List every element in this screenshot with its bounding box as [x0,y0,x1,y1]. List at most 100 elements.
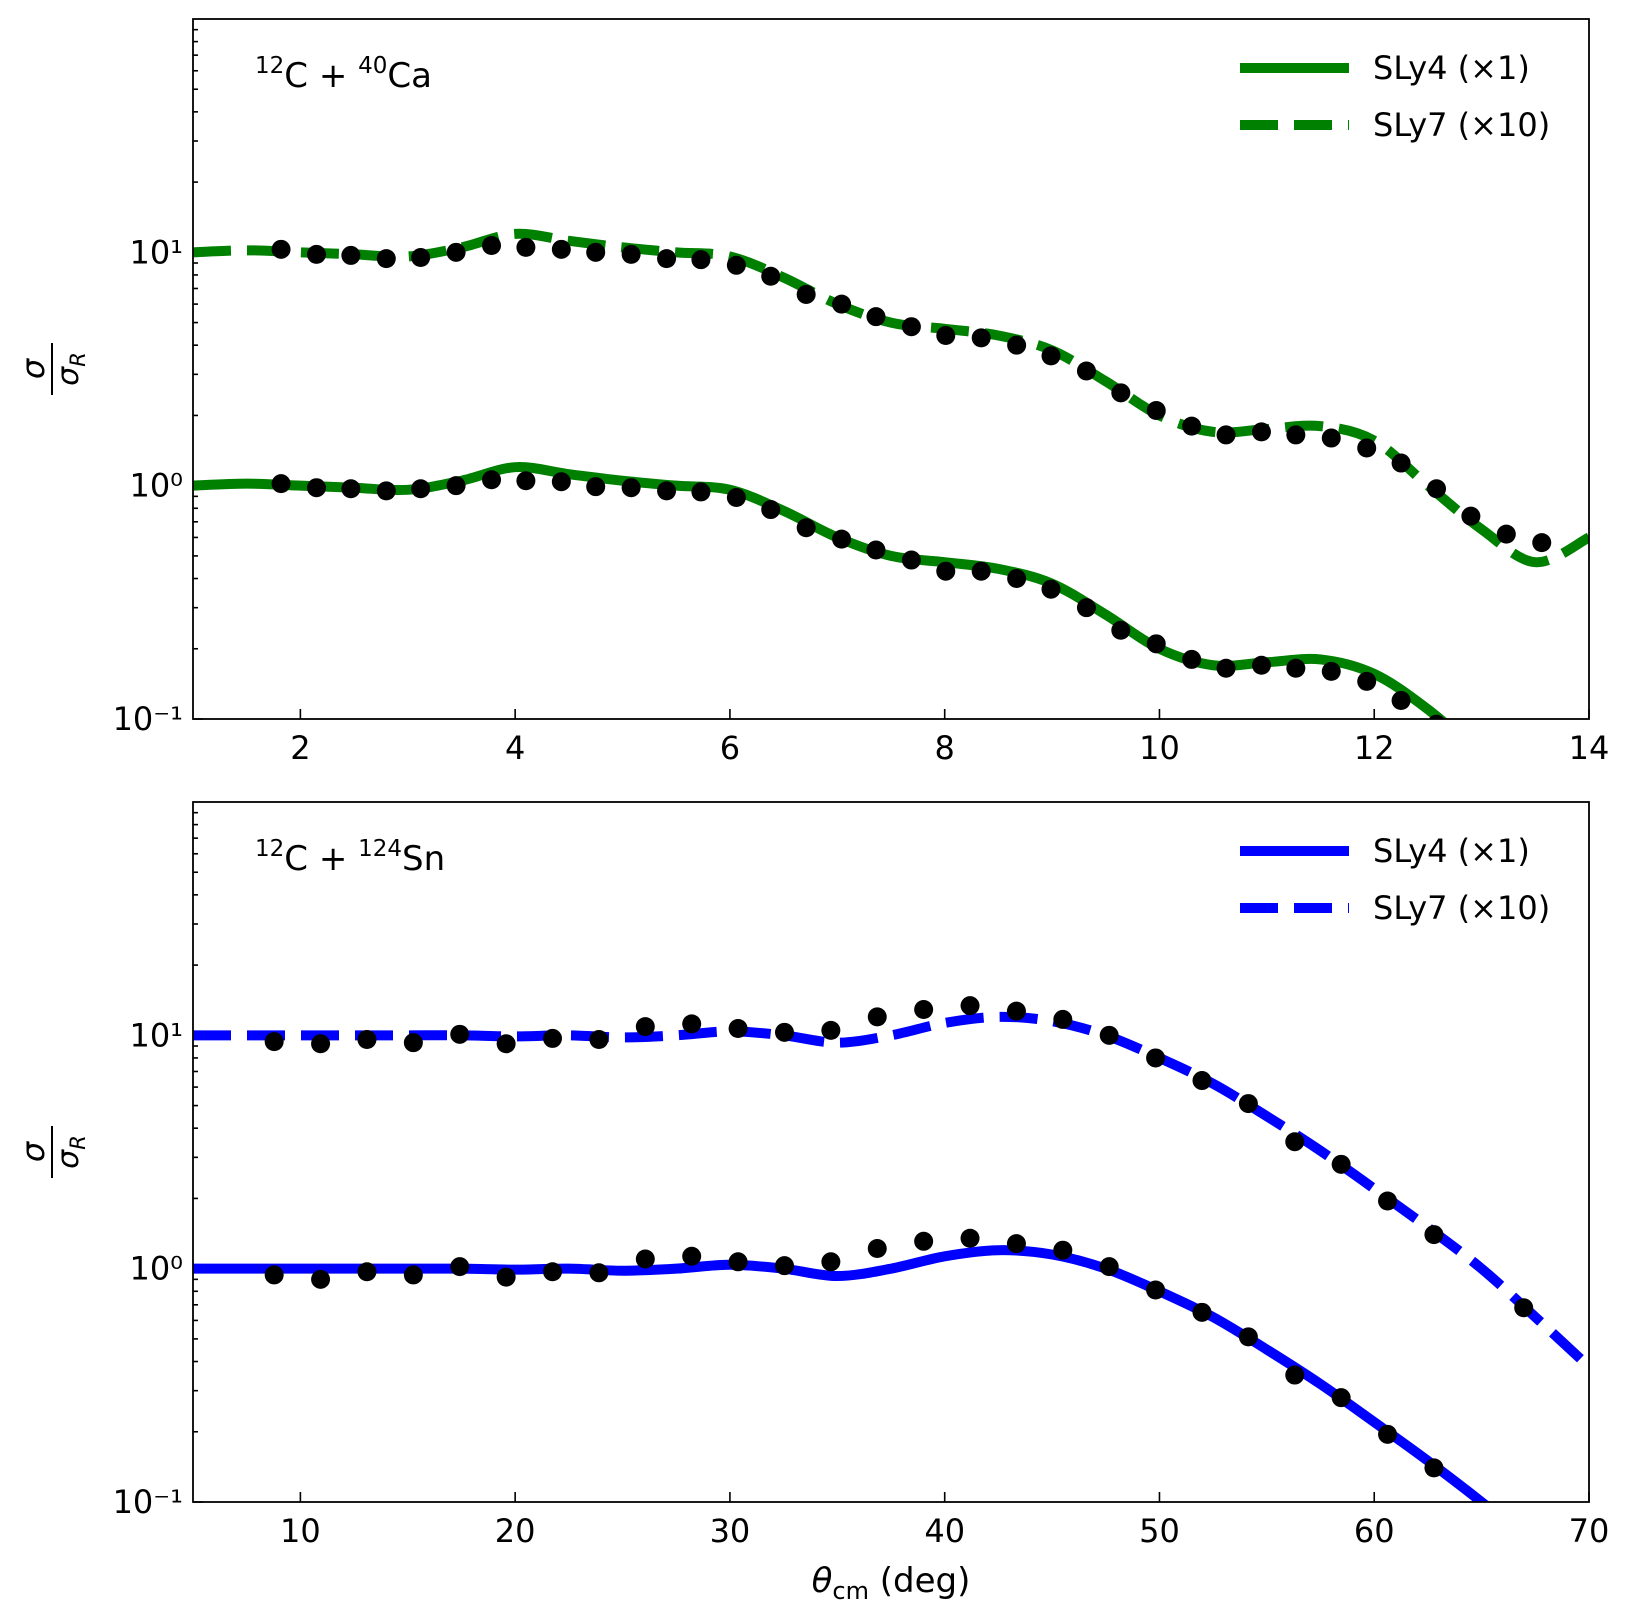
data-point [832,294,852,314]
data-point [1424,1225,1444,1245]
data-point [1192,1302,1212,1322]
data-point [1006,1001,1026,1021]
data-point [774,1022,794,1042]
data-point [1238,1327,1258,1347]
data-point [1357,438,1377,458]
annotation-superscript: 40 [358,53,387,79]
y-tick-label: 10⁰ [129,1250,183,1288]
data-point [1216,658,1236,678]
data-point [1007,569,1027,589]
data-point [589,1029,609,1049]
x-tick-label: 6 [720,729,740,767]
data-point [901,317,921,337]
data-point [403,1265,423,1285]
annotation-superscript: 12 [255,836,284,862]
data-point [682,1014,702,1034]
data-point [543,1262,563,1282]
data-point [866,540,886,560]
data-point [1238,1094,1258,1114]
y-label-denominator: σR [51,352,90,386]
data-point [774,1256,794,1276]
x-tick-label: 70 [1569,1512,1610,1550]
data-point [1146,400,1166,420]
data-point [1099,1025,1119,1045]
data-point [543,1028,563,1048]
data-point [728,1252,748,1272]
data-point [311,1034,331,1054]
data-point [635,1249,655,1269]
data-point [1007,335,1027,355]
data-point [551,472,571,492]
data-point [1216,425,1236,445]
data-point [516,471,536,491]
x-tick-label: 12 [1354,729,1395,767]
data-point [960,996,980,1016]
data-point [1321,428,1341,448]
data-point [357,1262,377,1282]
data-point [657,249,677,269]
data-point [867,1239,887,1259]
annotation-text: C + [284,56,358,96]
data-point [726,255,746,275]
data-point [1285,1365,1305,1385]
y-tick-label: 10¹ [129,233,183,271]
data-point [1331,1154,1351,1174]
data-point [1285,1132,1305,1152]
data-point [271,239,291,259]
axes-frame [192,18,1590,720]
data-point [1146,1048,1166,1068]
data-point [1286,658,1306,678]
data-point [311,1269,331,1289]
data-point [761,500,781,520]
data-point [1111,620,1131,640]
y-label-denominator: σR [51,1135,90,1169]
legend-label: SLy7 (×10) [1373,889,1550,927]
annotation-text: C + [284,839,358,879]
data-point [761,266,781,286]
plot-area [193,996,1589,1502]
data-point [450,1257,470,1277]
data-point [1053,1009,1073,1029]
x-tick-label: 50 [1139,1512,1180,1550]
data-point [635,1017,655,1037]
y-tick-label: 10⁻¹ [113,700,183,738]
data-point [1321,661,1341,681]
data-point [1378,1191,1398,1211]
x-label-part: (deg) [869,1561,970,1601]
data-point [1041,346,1061,366]
data-point [960,1228,980,1248]
annotation-superscript: 12 [255,53,284,79]
data-point [1391,453,1411,473]
x-tick-label: 40 [924,1512,965,1550]
legend-label: SLy4 (×1) [1373,832,1530,870]
data-point [971,328,991,348]
data-point [306,478,326,498]
data-point [551,239,571,259]
data-point [1427,479,1447,499]
data-point [1251,655,1271,675]
data-point [1041,579,1061,599]
denominator-subscript: R [66,352,90,367]
x-tick-label: 2 [290,729,310,767]
data-point [796,518,816,538]
x-tick-label: 10 [280,1512,321,1550]
data-point [1099,1257,1119,1277]
data-point [1496,524,1516,544]
panel: 10⁻¹ 10⁰ 10¹ 10 20 30 40 50 60 70 12C + 124Sn SLy4 … [14,801,1610,1605]
data-point [341,479,361,499]
data-point [726,487,746,507]
data-point [621,244,641,264]
data-point [306,244,326,264]
annotation: 12C + 40Ca [255,53,432,96]
data-point [832,529,852,549]
plot-area [193,228,1589,719]
data-point [1076,598,1096,618]
data-point [403,1033,423,1053]
x-tick-label: 4 [505,729,525,767]
data-point [516,237,536,257]
data-point [411,479,431,499]
data-point [1514,1298,1534,1318]
data-point [1006,1234,1026,1254]
